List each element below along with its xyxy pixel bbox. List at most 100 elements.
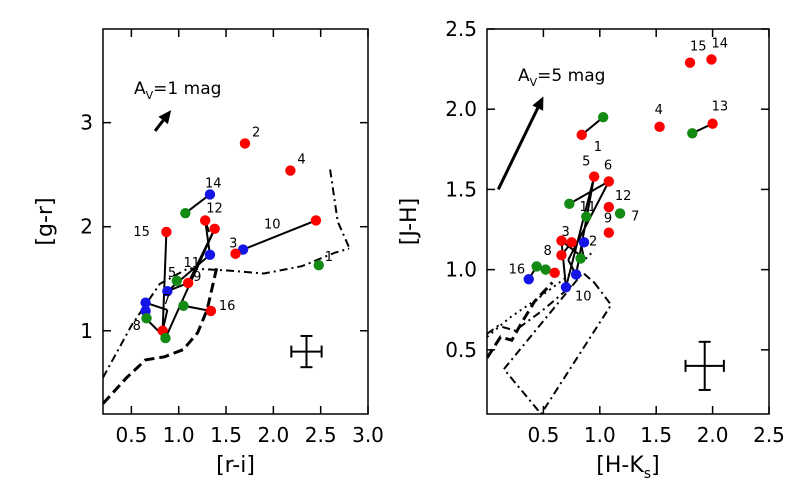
data-point <box>556 235 567 246</box>
point-label: 3 <box>229 237 237 252</box>
plot-area-left <box>103 138 351 405</box>
x-axis-label: [H-Ks] <box>596 453 659 478</box>
link-line <box>560 240 567 288</box>
data-point <box>603 176 615 187</box>
y-tick-label: 1 <box>80 319 93 343</box>
data-point <box>614 208 626 219</box>
curve-dashdot-inner <box>487 284 573 335</box>
point-label: 16 <box>219 299 236 314</box>
point-label: 1 <box>325 250 333 265</box>
point-label: 16 <box>509 262 526 277</box>
data-point <box>654 121 665 133</box>
data-point <box>603 227 615 238</box>
data-point <box>285 165 296 176</box>
x-tick-label: 2.0 <box>257 423 289 447</box>
reddening-arrow <box>496 107 540 191</box>
link-line <box>242 219 317 251</box>
x-tick-label: 1.5 <box>210 423 242 447</box>
y-tick-label: 2 <box>80 215 93 239</box>
data-point <box>310 215 322 226</box>
point-label: 4 <box>655 103 663 118</box>
point-label: 8 <box>133 319 141 334</box>
x-tick-label: 0.5 <box>527 423 559 447</box>
y-tick-label: 0.5 <box>445 338 477 362</box>
data-point <box>209 223 220 234</box>
data-point <box>566 237 577 248</box>
x-tick-label: 0.5 <box>115 423 147 447</box>
point-label: 7 <box>631 209 639 224</box>
point-label: 9 <box>604 212 612 227</box>
data-point <box>581 211 592 222</box>
point-label: 1 <box>594 140 602 155</box>
data-point <box>204 249 216 260</box>
data-point <box>540 264 551 275</box>
data-point <box>603 201 615 213</box>
point-label: 15 <box>133 225 150 240</box>
data-point <box>588 171 600 182</box>
point-label: 10 <box>575 289 592 304</box>
point-label: 4 <box>297 153 305 168</box>
link-line <box>187 228 216 284</box>
x-tick-label: 2.5 <box>305 423 337 447</box>
point-label: 5 <box>168 266 176 281</box>
reddening-label: AV=1 mag <box>134 79 221 102</box>
point-label: 7 <box>162 293 170 308</box>
link-line <box>204 220 211 255</box>
y-tick-label: 1.5 <box>445 177 477 201</box>
x-tick-label: 1.5 <box>640 423 672 447</box>
data-point <box>161 226 172 238</box>
y-tick-label: 1.0 <box>445 258 477 282</box>
data-point <box>205 305 217 317</box>
data-point <box>597 112 609 123</box>
curve-dashed-track <box>487 281 554 359</box>
reddening-arrow-head <box>532 96 544 111</box>
error-bar <box>290 334 323 369</box>
data-point <box>570 269 582 280</box>
axes-frame-left <box>102 28 369 415</box>
point-label: 5 <box>582 155 590 170</box>
point-label: 14 <box>711 36 728 51</box>
data-point <box>549 267 560 279</box>
curve-dashdot-box <box>502 271 613 414</box>
curve-dashed-track <box>103 267 219 405</box>
data-point <box>140 297 151 308</box>
data-point <box>523 274 534 285</box>
point-label: 13 <box>712 100 729 115</box>
data-point <box>313 260 324 271</box>
data-point <box>237 244 249 255</box>
data-point <box>684 57 696 68</box>
data-point <box>564 198 575 210</box>
data-point <box>204 189 216 200</box>
y-tick-label: 2.0 <box>445 97 477 121</box>
data-point <box>200 215 211 226</box>
data-point <box>560 282 572 293</box>
data-point <box>230 248 241 259</box>
error-bar <box>684 340 725 391</box>
point-label: 10 <box>264 217 281 232</box>
point-label: 2 <box>589 234 597 249</box>
curve-dashdot-hook <box>329 169 351 248</box>
data-point <box>707 118 718 129</box>
y-tick-label: 3 <box>80 111 93 135</box>
data-point <box>178 300 189 311</box>
x-axis-label: [r-i] <box>216 453 255 478</box>
data-point <box>556 249 567 261</box>
y-axis-label: [J-H] <box>397 198 422 245</box>
point-label: 12 <box>206 201 223 216</box>
axes-frame-right <box>486 28 770 415</box>
data-point <box>239 138 251 149</box>
plot-area-right <box>487 54 718 414</box>
point-label: 15 <box>690 40 707 55</box>
data-point <box>141 313 152 324</box>
point-label: 11 <box>183 256 200 271</box>
point-label: 6 <box>604 158 612 173</box>
x-tick-label: 1.0 <box>584 423 616 447</box>
point-label: 11 <box>579 200 596 215</box>
data-point <box>180 207 191 219</box>
data-point <box>171 275 183 287</box>
point-label: 9 <box>193 270 201 285</box>
data-point <box>575 253 586 264</box>
x-tick-label: 1.0 <box>163 423 195 447</box>
